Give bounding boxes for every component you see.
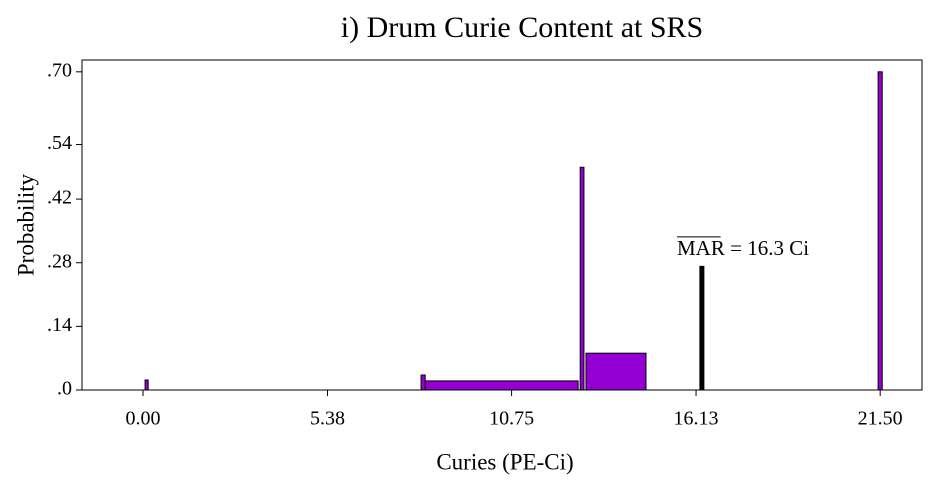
- x-tick-label: 10.75: [489, 408, 534, 430]
- bar: [424, 380, 579, 391]
- y-tick-label: .28: [47, 250, 72, 272]
- y-tick-label: .0: [57, 378, 72, 400]
- y-axis-label: Probability: [13, 173, 38, 276]
- bar: [877, 71, 883, 391]
- reference-label: MAR = 16.3 Ci: [677, 236, 809, 260]
- bar: [420, 374, 426, 391]
- x-tick-label: 0.00: [126, 408, 161, 430]
- y-tick-label: .42: [47, 187, 72, 209]
- x-tick-label: 16.13: [674, 408, 719, 430]
- x-tick-label: 21.50: [858, 408, 903, 430]
- bar: [144, 379, 149, 391]
- x-axis-label: Curies (PE-Ci): [436, 449, 573, 474]
- y-tick-label: .54: [47, 132, 72, 154]
- chart-title: i) Drum Curie Content at SRS: [341, 11, 704, 44]
- y-tick-label: .70: [47, 59, 72, 81]
- bar: [585, 352, 647, 391]
- plot-frame: [81, 59, 923, 391]
- x-tick-label: 5.38: [310, 408, 345, 430]
- y-tick-label: .14: [47, 314, 72, 336]
- bar: [579, 166, 585, 391]
